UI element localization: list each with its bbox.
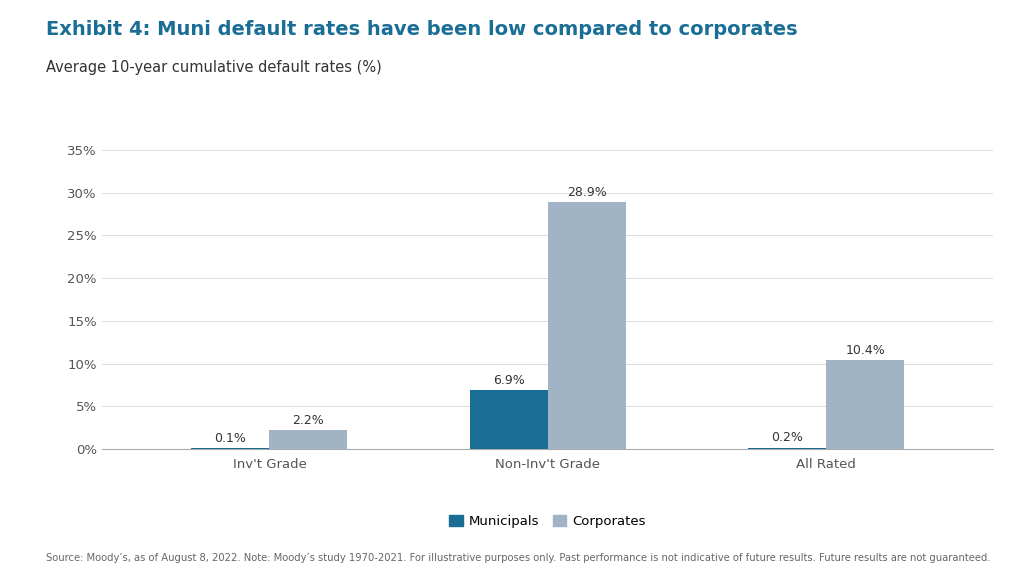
Bar [470, 390, 548, 449]
Bar [269, 430, 347, 449]
Text: Source: Moody’s, as of August 8, 2022. Note: Moody’s study 1970-2021. For illust: Source: Moody’s, as of August 8, 2022. N… [46, 554, 990, 563]
Text: 2.2%: 2.2% [293, 414, 325, 427]
Text: 28.9%: 28.9% [567, 185, 606, 199]
Legend: Municipals, Corporates: Municipals, Corporates [444, 510, 651, 533]
Text: Average 10-year cumulative default rates (%): Average 10-year cumulative default rates… [46, 60, 382, 75]
Text: 10.4%: 10.4% [846, 344, 885, 357]
Text: Exhibit 4: Muni default rates have been low compared to corporates: Exhibit 4: Muni default rates have been … [46, 20, 798, 39]
Bar [548, 202, 626, 449]
Text: 0.1%: 0.1% [214, 432, 247, 445]
Text: 6.9%: 6.9% [493, 374, 524, 387]
Bar [749, 448, 826, 449]
Bar [826, 360, 904, 449]
Text: 0.2%: 0.2% [771, 431, 803, 444]
